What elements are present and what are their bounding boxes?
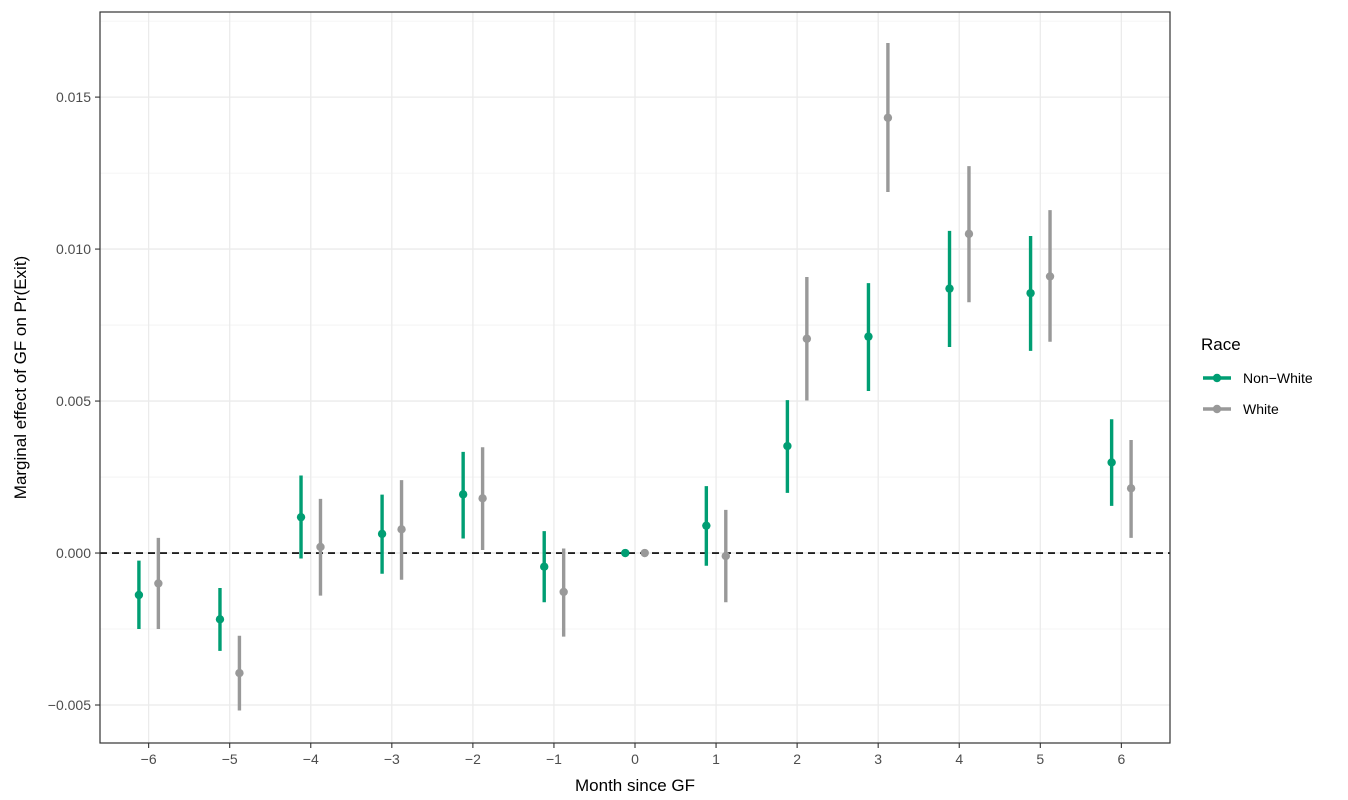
data-point xyxy=(478,494,487,503)
data-point xyxy=(783,441,792,451)
data-point xyxy=(640,548,649,558)
x-tick-label: −2 xyxy=(465,751,481,767)
data-point xyxy=(802,334,812,343)
data-point xyxy=(134,590,144,600)
x-tick-label: 6 xyxy=(1117,751,1125,767)
data-point xyxy=(559,587,568,597)
x-tick-label: 0 xyxy=(631,751,639,767)
data-point xyxy=(154,579,163,588)
x-tick-label: −1 xyxy=(546,751,562,767)
data-point xyxy=(621,548,630,558)
legend: Race Non−White White xyxy=(1201,335,1313,417)
data-point xyxy=(215,615,225,624)
x-tick-label: −5 xyxy=(222,751,238,767)
data-point xyxy=(945,284,954,293)
x-tick-label: −6 xyxy=(141,751,157,767)
grid-major xyxy=(100,12,1170,743)
y-tick-label: 0.015 xyxy=(56,89,91,105)
legend-key-point xyxy=(1212,373,1222,383)
data-point xyxy=(540,562,549,571)
x-tick-label: 4 xyxy=(955,751,963,767)
series-0 xyxy=(134,230,1116,651)
x-tick-label: 2 xyxy=(793,751,801,767)
data-point xyxy=(377,529,387,539)
data-point xyxy=(964,229,974,239)
x-tick-label: 5 xyxy=(1036,751,1044,767)
y-tick-label: 0.000 xyxy=(56,545,91,561)
legend-label: Non−White xyxy=(1243,370,1313,386)
data-point xyxy=(235,668,244,678)
y-tick-label: 0.010 xyxy=(56,241,91,257)
data-point xyxy=(1126,484,1136,493)
legend-title: Race xyxy=(1201,335,1241,354)
y-axis-title: Marginal effect of GF on Pr(Exit) xyxy=(11,256,30,499)
x-tick-label: 3 xyxy=(874,751,882,767)
x-axis: −6 −5 −4 −3 −2 −1 0 1 2 3 4 5 6 xyxy=(141,743,1125,767)
legend-key-point xyxy=(1212,404,1222,414)
data-point xyxy=(864,332,873,341)
data-point xyxy=(397,525,406,534)
series-layer xyxy=(134,43,1136,711)
data-point xyxy=(296,512,306,522)
data-point xyxy=(883,113,893,122)
data-point xyxy=(1107,458,1116,467)
data-point xyxy=(702,521,711,530)
x-axis-title: Month since GF xyxy=(575,776,695,795)
y-tick-label: −0.005 xyxy=(48,697,91,713)
y-tick-label: 0.005 xyxy=(56,393,91,409)
series-1 xyxy=(154,43,1136,711)
data-point xyxy=(1026,288,1035,298)
x-tick-label: −4 xyxy=(303,751,319,767)
data-point xyxy=(721,551,730,561)
y-axis: −0.005 0.000 0.005 0.010 0.015 xyxy=(48,89,100,713)
data-point xyxy=(1045,272,1055,281)
x-tick-label: 1 xyxy=(712,751,720,767)
legend-label: White xyxy=(1243,401,1279,417)
x-tick-label: −3 xyxy=(384,751,400,767)
data-point xyxy=(458,490,468,499)
data-point xyxy=(316,542,325,552)
